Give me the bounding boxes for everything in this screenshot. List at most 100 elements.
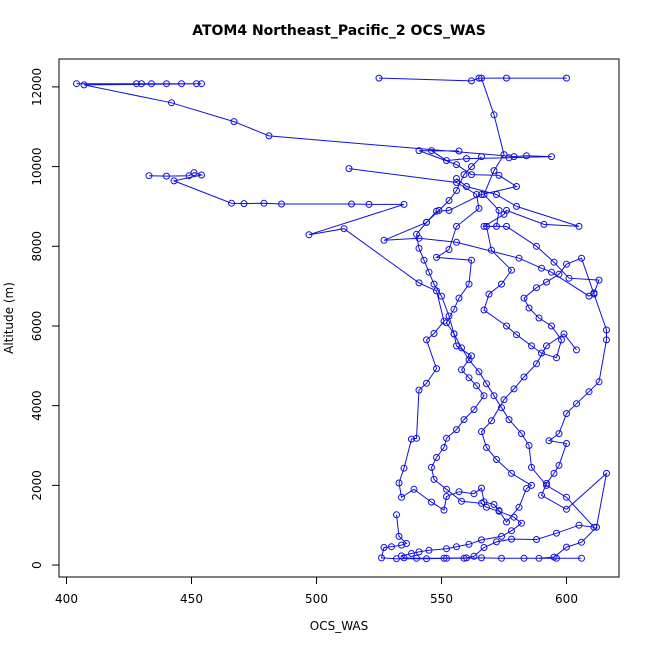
series-line xyxy=(348,168,582,559)
data-point xyxy=(450,305,458,313)
data-point xyxy=(465,374,473,382)
data-point xyxy=(230,118,238,126)
data-point xyxy=(170,177,178,185)
data-point xyxy=(400,554,408,562)
data-point xyxy=(510,385,518,393)
data-point xyxy=(468,163,475,171)
data-point xyxy=(445,206,453,214)
data-point xyxy=(460,171,468,179)
data-point xyxy=(480,306,488,314)
data-point xyxy=(475,368,483,376)
data-point xyxy=(440,506,448,514)
data-point xyxy=(460,416,468,424)
data-point xyxy=(555,461,563,469)
data-point xyxy=(190,169,198,177)
x-tick-label: 550 xyxy=(430,592,453,606)
data-point xyxy=(228,199,235,207)
x-tick-label: 500 xyxy=(305,592,328,606)
data-point xyxy=(545,437,553,445)
data-point xyxy=(133,80,140,88)
data-point xyxy=(193,80,200,88)
data-point xyxy=(148,80,155,88)
data-point xyxy=(365,200,373,208)
data-point xyxy=(455,294,463,302)
data-point xyxy=(475,204,483,212)
data-point xyxy=(478,74,485,82)
data-point xyxy=(480,191,488,198)
data-point xyxy=(443,545,450,553)
data-point xyxy=(563,505,570,513)
data-point xyxy=(538,264,545,272)
data-point xyxy=(528,463,535,471)
data-point xyxy=(525,304,533,312)
data-point xyxy=(543,342,550,350)
data-point xyxy=(498,280,505,288)
data-point xyxy=(198,171,205,179)
data-point xyxy=(445,312,453,320)
data-point xyxy=(513,183,520,190)
data-point xyxy=(495,206,503,214)
data-point xyxy=(388,543,395,551)
data-point xyxy=(468,256,475,264)
data-point xyxy=(478,554,485,562)
data-point xyxy=(375,74,383,82)
data-point xyxy=(548,268,555,276)
data-point xyxy=(475,74,483,82)
data-point xyxy=(445,246,453,253)
data-point xyxy=(423,336,430,344)
data-point xyxy=(513,331,520,339)
data-point xyxy=(503,322,510,330)
data-point xyxy=(550,258,558,266)
data-point xyxy=(500,151,508,159)
data-point xyxy=(553,554,560,562)
data-point xyxy=(495,507,503,515)
data-point xyxy=(515,503,523,511)
data-point xyxy=(490,392,498,400)
data-point xyxy=(478,153,485,161)
data-point xyxy=(463,155,470,163)
data-point xyxy=(563,410,570,418)
data-point xyxy=(478,428,485,436)
data-point xyxy=(505,154,513,162)
data-point xyxy=(518,519,525,527)
data-point xyxy=(483,380,490,388)
data-point xyxy=(498,554,505,562)
data-point xyxy=(540,220,548,228)
data-point xyxy=(603,469,610,477)
data-point xyxy=(398,541,405,549)
y-tick-label: 2000 xyxy=(30,470,44,501)
data-point xyxy=(420,256,428,264)
data-point xyxy=(453,187,460,194)
data-point xyxy=(490,167,498,175)
data-point xyxy=(265,132,273,140)
data-point xyxy=(423,379,430,387)
data-point xyxy=(430,280,438,288)
data-point xyxy=(453,175,460,182)
data-point xyxy=(468,77,475,85)
series-line xyxy=(378,77,608,559)
data-point xyxy=(380,544,388,551)
data-point xyxy=(543,481,550,489)
data-point xyxy=(538,491,545,499)
data-point xyxy=(178,80,185,88)
data-point xyxy=(455,147,463,155)
data-point xyxy=(433,454,440,461)
data-point xyxy=(563,260,570,268)
data-point xyxy=(503,74,510,82)
data-point xyxy=(428,147,435,155)
data-point xyxy=(435,206,443,214)
data-point xyxy=(528,342,535,350)
data-point xyxy=(453,179,460,186)
data-point xyxy=(240,200,248,208)
data-point xyxy=(520,294,528,302)
data-point xyxy=(490,501,498,508)
data-point xyxy=(495,171,503,179)
data-point xyxy=(340,225,348,233)
data-point xyxy=(553,529,560,537)
data-point xyxy=(345,165,353,173)
y-tick-label: 0 xyxy=(30,561,44,569)
data-point xyxy=(473,191,480,198)
data-point xyxy=(395,479,403,487)
data-point xyxy=(518,430,525,438)
data-point xyxy=(410,485,418,493)
